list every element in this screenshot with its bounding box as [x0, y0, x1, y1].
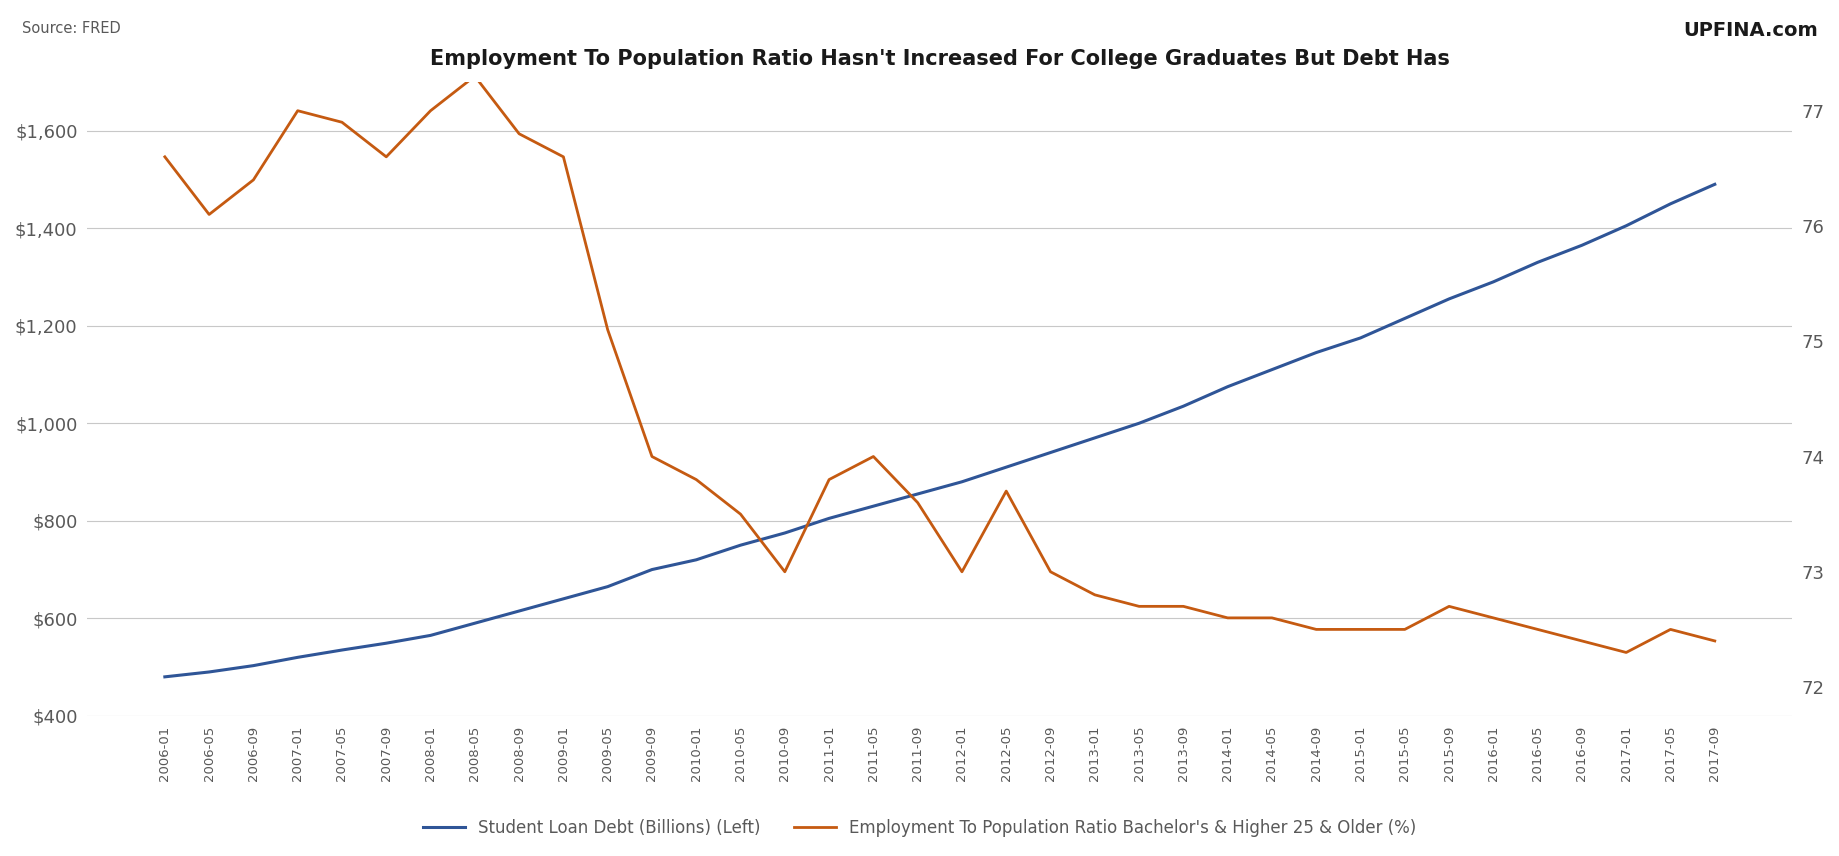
- Employment To Population Ratio Bachelor's & Higher 25 & Older (%): [243, 175, 265, 185]
- Employment To Population Ratio Bachelor's & Higher 25 & Older (%): [375, 152, 397, 162]
- Line: Employment To Population Ratio Bachelor's & Higher 25 & Older (%): Employment To Population Ratio Bachelor'…: [166, 76, 1714, 652]
- Student Loan Debt (Billions) (Left): [995, 462, 1017, 473]
- Employment To Population Ratio Bachelor's & Higher 25 & Older (%): [728, 509, 750, 520]
- Student Loan Debt (Billions) (Left): [1392, 313, 1414, 324]
- Employment To Population Ratio Bachelor's & Higher 25 & Older (%): [1438, 601, 1460, 611]
- Student Loan Debt (Billions) (Left): [375, 638, 397, 648]
- Student Loan Debt (Billions) (Left): [951, 477, 973, 487]
- Student Loan Debt (Billions) (Left): [243, 661, 265, 671]
- Student Loan Debt (Billions) (Left): [419, 630, 441, 640]
- Student Loan Debt (Billions) (Left): [1703, 179, 1725, 189]
- Employment To Population Ratio Bachelor's & Higher 25 & Older (%): [199, 210, 221, 220]
- Employment To Population Ratio Bachelor's & Higher 25 & Older (%): [596, 324, 618, 335]
- Employment To Population Ratio Bachelor's & Higher 25 & Older (%): [1659, 624, 1681, 634]
- Employment To Population Ratio Bachelor's & Higher 25 & Older (%): [1526, 624, 1548, 634]
- Employment To Population Ratio Bachelor's & Higher 25 & Older (%): [154, 152, 177, 162]
- Student Loan Debt (Billions) (Left): [1526, 257, 1548, 267]
- Employment To Population Ratio Bachelor's & Higher 25 & Older (%): [508, 128, 530, 139]
- Employment To Population Ratio Bachelor's & Higher 25 & Older (%): [463, 71, 485, 81]
- Student Loan Debt (Billions) (Left): [596, 581, 618, 591]
- Employment To Population Ratio Bachelor's & Higher 25 & Older (%): [818, 474, 840, 484]
- Employment To Population Ratio Bachelor's & Higher 25 & Older (%): [862, 451, 885, 461]
- Employment To Population Ratio Bachelor's & Higher 25 & Older (%): [1260, 613, 1282, 623]
- Employment To Population Ratio Bachelor's & Higher 25 & Older (%): [1083, 590, 1105, 600]
- Student Loan Debt (Billions) (Left): [508, 606, 530, 616]
- Employment To Population Ratio Bachelor's & Higher 25 & Older (%): [684, 474, 706, 484]
- Student Loan Debt (Billions) (Left): [907, 489, 929, 499]
- Text: UPFINA.com: UPFINA.com: [1683, 21, 1817, 40]
- Student Loan Debt (Billions) (Left): [1571, 241, 1593, 251]
- Student Loan Debt (Billions) (Left): [684, 555, 706, 565]
- Employment To Population Ratio Bachelor's & Higher 25 & Older (%): [1304, 624, 1326, 634]
- Student Loan Debt (Billions) (Left): [1216, 382, 1238, 392]
- Student Loan Debt (Billions) (Left): [199, 667, 221, 677]
- Student Loan Debt (Billions) (Left): [1438, 294, 1460, 304]
- Student Loan Debt (Billions) (Left): [331, 645, 353, 655]
- Student Loan Debt (Billions) (Left): [818, 514, 840, 524]
- Employment To Population Ratio Bachelor's & Higher 25 & Older (%): [995, 486, 1017, 496]
- Employment To Population Ratio Bachelor's & Higher 25 & Older (%): [1171, 601, 1194, 611]
- Student Loan Debt (Billions) (Left): [728, 540, 750, 550]
- Legend: Student Loan Debt (Billions) (Left), Employment To Population Ratio Bachelor's &: Student Loan Debt (Billions) (Left), Emp…: [417, 812, 1422, 843]
- Student Loan Debt (Billions) (Left): [1482, 276, 1504, 287]
- Student Loan Debt (Billions) (Left): [1083, 433, 1105, 443]
- Student Loan Debt (Billions) (Left): [1260, 365, 1282, 375]
- Student Loan Debt (Billions) (Left): [1039, 448, 1061, 458]
- Student Loan Debt (Billions) (Left): [862, 501, 885, 511]
- Student Loan Debt (Billions) (Left): [287, 652, 309, 663]
- Student Loan Debt (Billions) (Left): [1659, 199, 1681, 209]
- Student Loan Debt (Billions) (Left): [1348, 333, 1370, 343]
- Student Loan Debt (Billions) (Left): [774, 528, 796, 538]
- Employment To Population Ratio Bachelor's & Higher 25 & Older (%): [907, 497, 929, 508]
- Employment To Population Ratio Bachelor's & Higher 25 & Older (%): [1127, 601, 1149, 611]
- Line: Student Loan Debt (Billions) (Left): Student Loan Debt (Billions) (Left): [166, 184, 1714, 677]
- Student Loan Debt (Billions) (Left): [154, 672, 177, 682]
- Employment To Population Ratio Bachelor's & Higher 25 & Older (%): [1039, 567, 1061, 577]
- Employment To Population Ratio Bachelor's & Higher 25 & Older (%): [419, 105, 441, 116]
- Employment To Population Ratio Bachelor's & Higher 25 & Older (%): [552, 152, 574, 162]
- Employment To Population Ratio Bachelor's & Higher 25 & Older (%): [1571, 636, 1593, 646]
- Employment To Population Ratio Bachelor's & Higher 25 & Older (%): [1482, 613, 1504, 623]
- Employment To Population Ratio Bachelor's & Higher 25 & Older (%): [1392, 624, 1414, 634]
- Employment To Population Ratio Bachelor's & Higher 25 & Older (%): [1348, 624, 1370, 634]
- Title: Employment To Population Ratio Hasn't Increased For College Graduates But Debt H: Employment To Population Ratio Hasn't In…: [430, 50, 1449, 69]
- Student Loan Debt (Billions) (Left): [1127, 418, 1149, 428]
- Student Loan Debt (Billions) (Left): [463, 618, 485, 628]
- Employment To Population Ratio Bachelor's & Higher 25 & Older (%): [1216, 613, 1238, 623]
- Employment To Population Ratio Bachelor's & Higher 25 & Older (%): [331, 117, 353, 128]
- Employment To Population Ratio Bachelor's & Higher 25 & Older (%): [640, 451, 662, 461]
- Student Loan Debt (Billions) (Left): [552, 594, 574, 604]
- Student Loan Debt (Billions) (Left): [1615, 221, 1637, 231]
- Employment To Population Ratio Bachelor's & Higher 25 & Older (%): [774, 567, 796, 577]
- Student Loan Debt (Billions) (Left): [640, 564, 662, 574]
- Employment To Population Ratio Bachelor's & Higher 25 & Older (%): [951, 567, 973, 577]
- Employment To Population Ratio Bachelor's & Higher 25 & Older (%): [1703, 636, 1725, 646]
- Student Loan Debt (Billions) (Left): [1171, 401, 1194, 412]
- Employment To Population Ratio Bachelor's & Higher 25 & Older (%): [1615, 647, 1637, 657]
- Student Loan Debt (Billions) (Left): [1304, 348, 1326, 358]
- Text: Source: FRED: Source: FRED: [22, 21, 121, 37]
- Employment To Population Ratio Bachelor's & Higher 25 & Older (%): [287, 105, 309, 116]
